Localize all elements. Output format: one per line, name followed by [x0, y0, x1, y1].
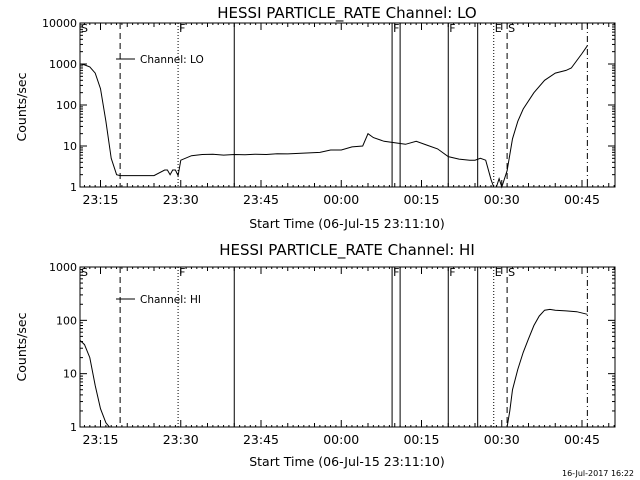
event-marker-label: F [449, 266, 455, 279]
chart-title: HESSI PARTICLE_RATE Channel: HI [219, 241, 475, 260]
x-tick-label: 23:15 [82, 432, 118, 447]
y-axis-label: Counts/sec [14, 72, 29, 141]
x-tick-label: 23:30 [163, 432, 199, 447]
footer-timestamp: 16-Jul-2017 16:22 [562, 469, 634, 478]
y-tick-label: 10000 [42, 17, 77, 30]
x-tick-label: 00:00 [323, 192, 359, 207]
y-tick-label: 1000 [49, 261, 77, 274]
y-tick-label: 1000 [49, 58, 77, 71]
legend-label: Channel: LO [140, 54, 204, 66]
event-marker-label: E [495, 266, 502, 279]
x-tick-label: 23:30 [163, 192, 199, 207]
series-line [79, 45, 588, 189]
x-axis-label: Start Time (06-Jul-15 23:11:10) [249, 216, 445, 231]
event-marker-label: S [81, 22, 88, 35]
y-tick-label: 100 [56, 99, 77, 112]
y-tick-label: 10 [63, 140, 77, 153]
event-marker-label: S [508, 266, 515, 279]
x-tick-label: 00:15 [403, 432, 439, 447]
y-tick-label: 1 [70, 181, 77, 194]
chart-title: HESSI PARTICLE_RATE Channel: LO [217, 4, 476, 23]
lo-channel-panel: HESSI PARTICLE_RATE Channel: LO Start Ti… [14, 4, 616, 231]
y-tick-label: 1 [70, 421, 77, 434]
x-tick-label: 23:45 [243, 432, 279, 447]
x-tick-label: 00:30 [484, 432, 520, 447]
legend-label: Channel: HI [140, 294, 201, 306]
y-axis-label: Counts/sec [14, 312, 29, 381]
event-marker-label: F [449, 22, 455, 35]
y-tick-label: 100 [56, 314, 77, 327]
event-marker-label: F [393, 266, 399, 279]
hi-channel-panel: HESSI PARTICLE_RATE Channel: HI Start Ti… [14, 241, 616, 469]
x-tick-label: 00:45 [564, 432, 600, 447]
x-tick-label: 00:45 [564, 192, 600, 207]
x-tick-label: 00:15 [403, 192, 439, 207]
x-axis-label: Start Time (06-Jul-15 23:11:10) [249, 454, 445, 469]
series-line [79, 308, 588, 428]
y-tick-label: 10 [63, 368, 77, 381]
event-marker-label: F [179, 22, 185, 35]
event-marker-label: S [508, 22, 515, 35]
x-tick-label: 23:45 [243, 192, 279, 207]
event-marker-label: E [495, 22, 502, 35]
x-tick-label: 23:15 [82, 192, 118, 207]
event-marker-label: S [81, 266, 88, 279]
x-tick-label: 00:30 [484, 192, 520, 207]
event-marker-label: F [393, 22, 399, 35]
x-tick-label: 00:00 [323, 432, 359, 447]
event-marker-label: F [179, 266, 185, 279]
